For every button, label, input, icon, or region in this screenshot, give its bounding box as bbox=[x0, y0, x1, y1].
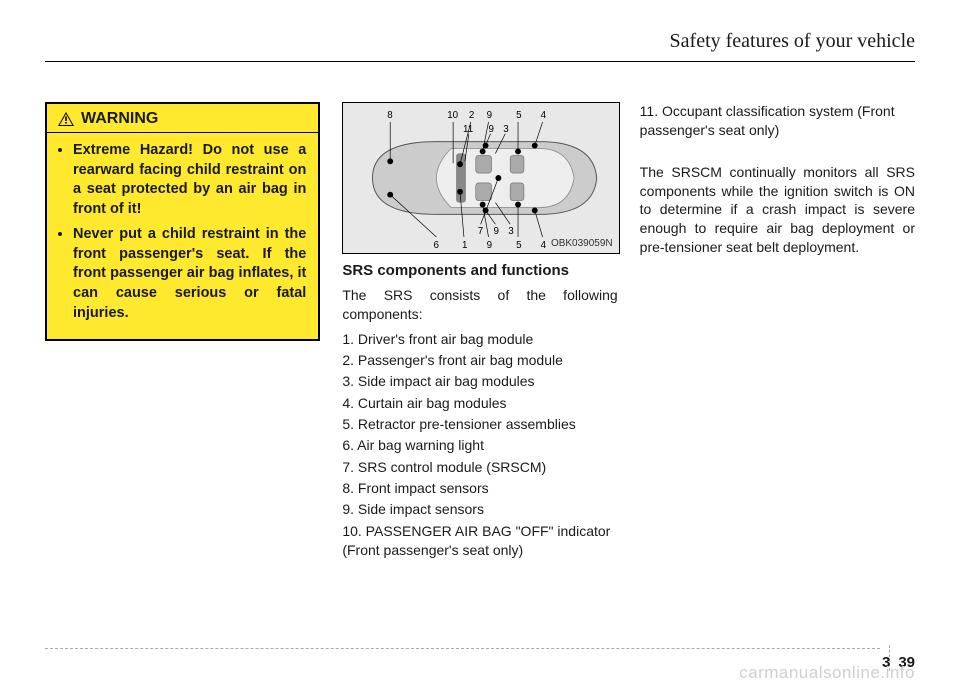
warning-body: Extreme Hazard! Do not use a rearward fa… bbox=[47, 133, 318, 339]
warning-box: WARNING Extreme Hazard! Do not use a rea… bbox=[45, 102, 320, 341]
list-item: 5. Retractor pre-tensioner assemblies bbox=[342, 415, 617, 434]
diagram-label: 4 bbox=[541, 110, 547, 121]
diagram-code: OBK039059N bbox=[551, 238, 613, 249]
diagram-label: 5 bbox=[516, 240, 522, 251]
list-item: 4. Curtain air bag modules bbox=[342, 394, 617, 413]
chapter-header: Safety features of your vehicle bbox=[45, 30, 915, 62]
diagram-label: 11 bbox=[463, 124, 473, 135]
list-item-text: 10. PASSENGER AIR BAG "OFF" indicator (F… bbox=[342, 523, 610, 558]
warning-title-row: WARNING bbox=[47, 104, 318, 133]
footer-dashed-line bbox=[45, 648, 880, 649]
warning-bullet: Extreme Hazard! Do not use a rearward fa… bbox=[73, 141, 306, 219]
diagram-label: 8 bbox=[388, 110, 394, 121]
list-item: 6. Air bag warning light bbox=[342, 436, 617, 455]
list-item: 1. Driver's front air bag module bbox=[342, 330, 617, 349]
column-2: 8 10 2 9 5 4 11 9 3 6 1 9 5 4 7 9 bbox=[342, 102, 617, 562]
warning-icon bbox=[57, 111, 75, 127]
list-item: 8. Front impact sensors bbox=[342, 479, 617, 498]
list-item: 11. Occupant classification system (Fron… bbox=[640, 102, 915, 141]
list-item: 7. SRS control module (SRSCM) bbox=[342, 458, 617, 477]
diagram-label: 2 bbox=[469, 110, 474, 121]
diagram-label: 3 bbox=[509, 226, 515, 237]
warning-bullet: Never put a child restraint in the front… bbox=[73, 225, 306, 323]
watermark: carmanualsonline.info bbox=[739, 663, 915, 683]
chapter-title: Safety features of your vehicle bbox=[670, 30, 915, 52]
warning-title: WARNING bbox=[81, 110, 158, 128]
content-columns: WARNING Extreme Hazard! Do not use a rea… bbox=[45, 102, 915, 562]
section-subhead: SRS components and functions bbox=[342, 262, 617, 280]
page: Safety features of your vehicle WARNING … bbox=[0, 0, 960, 689]
list-item: 3. Side impact air bag modules bbox=[342, 372, 617, 391]
column-3: 11. Occupant classification system (Fron… bbox=[640, 102, 915, 562]
diagram-label: 1 bbox=[462, 240, 467, 251]
diagram-label: 7 bbox=[478, 226, 483, 237]
diagram-label: 9 bbox=[494, 226, 499, 237]
srs-diagram: 8 10 2 9 5 4 11 9 3 6 1 9 5 4 7 9 bbox=[342, 102, 619, 254]
list-item: 2. Passenger's front air bag module bbox=[342, 351, 617, 370]
diagram-label: 6 bbox=[434, 240, 440, 251]
column-1: WARNING Extreme Hazard! Do not use a rea… bbox=[45, 102, 320, 562]
body-paragraph: The SRSCM continually monitors all SRS c… bbox=[640, 163, 915, 257]
diagram-label: 9 bbox=[489, 124, 494, 135]
list-item: 10. PASSENGER AIR BAG "OFF" indicator (F… bbox=[342, 522, 617, 561]
diagram-label: 4 bbox=[541, 240, 547, 251]
diagram-label: 9 bbox=[487, 240, 492, 251]
diagram-label: 9 bbox=[487, 110, 492, 121]
list-item: 9. Side impact sensors bbox=[342, 500, 617, 519]
diagram-label: 3 bbox=[504, 124, 510, 135]
diagram-label: 10 bbox=[448, 110, 459, 121]
section-intro: The SRS consists of the following compon… bbox=[342, 286, 617, 324]
diagram-label: 5 bbox=[516, 110, 522, 121]
